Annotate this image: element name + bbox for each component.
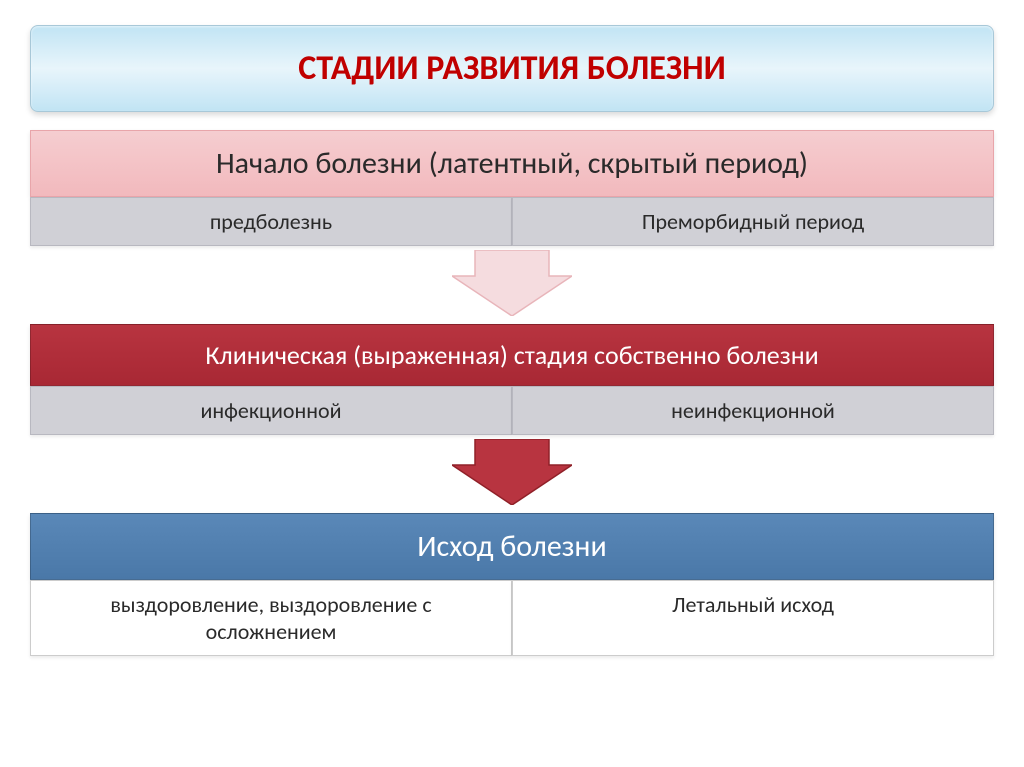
stage-3-sub-2: Летальный исход [512, 580, 994, 656]
stage-1-sub-2: Преморбидный период [512, 197, 994, 246]
title-box: СТАДИИ РАЗВИТИЯ БОЛЕЗНИ [30, 25, 994, 112]
arrow-2-container [30, 439, 994, 505]
arrow-down-icon [452, 250, 572, 316]
stage-2-sub-1: инфекционной [30, 386, 512, 435]
arrow-down-icon [452, 439, 572, 505]
stage-3-sub-1: выздоровление, выздоровление с осложнени… [30, 580, 512, 656]
stage-2-header: Клиническая (выраженная) стадия собствен… [30, 324, 994, 386]
stage-1: Начало болезни (латентный, скрытый перио… [30, 130, 994, 246]
stage-1-sub-1: предболезнь [30, 197, 512, 246]
stage-2-sub-2: неинфекционной [512, 386, 994, 435]
stage-1-sub-row: предболезнь Преморбидный период [30, 197, 994, 246]
stage-2-sub-row: инфекционной неинфекционной [30, 386, 994, 435]
stage-1-header: Начало болезни (латентный, скрытый перио… [30, 130, 994, 197]
stage-3-header: Исход болезни [30, 513, 994, 580]
arrow-1-container [30, 250, 994, 316]
title-text: СТАДИИ РАЗВИТИЯ БОЛЕЗНИ [53, 48, 971, 89]
stage-3-sub-row: выздоровление, выздоровление с осложнени… [30, 580, 994, 656]
stage-2: Клиническая (выраженная) стадия собствен… [30, 324, 994, 435]
stage-3: Исход болезни выздоровление, выздоровлен… [30, 513, 994, 656]
